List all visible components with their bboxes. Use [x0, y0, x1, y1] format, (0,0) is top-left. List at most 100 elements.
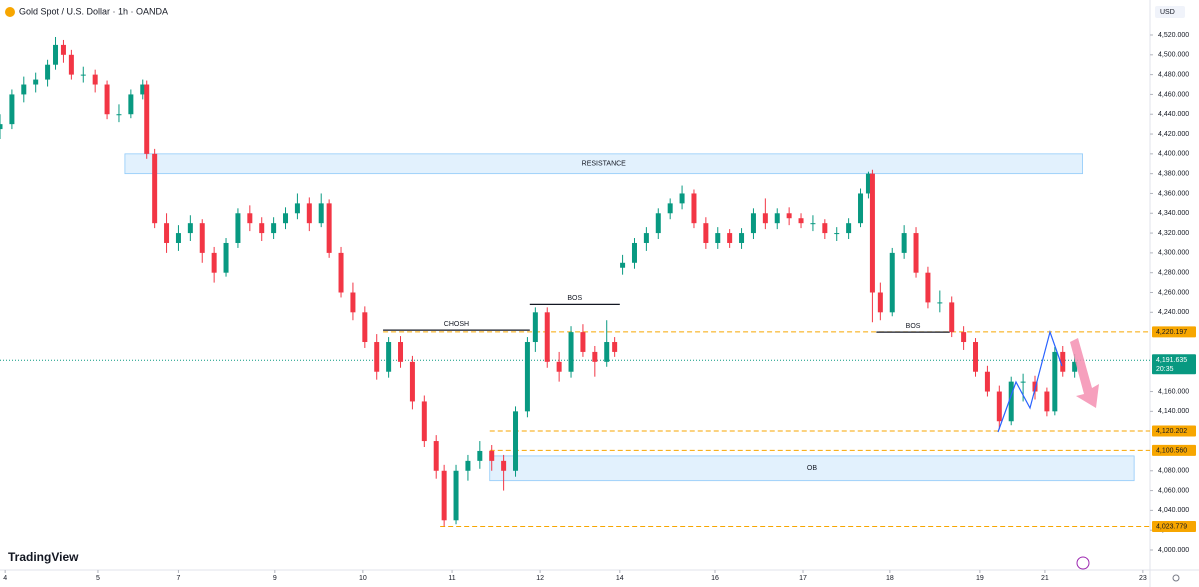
candle-body	[858, 193, 864, 224]
structure-label: BOS	[567, 295, 582, 302]
candle-body	[409, 361, 415, 402]
candle-body	[786, 213, 792, 219]
level-tag	[1152, 326, 1196, 338]
y-tick-label: 4,160.000	[1158, 388, 1189, 395]
candle-body	[620, 262, 626, 268]
x-tick-label: 21	[1041, 575, 1049, 582]
candle-body	[901, 233, 907, 253]
candle-body	[667, 203, 673, 214]
candle-body	[889, 252, 895, 313]
level-tag	[1152, 444, 1196, 456]
y-tick-label: 4,080.000	[1158, 468, 1189, 475]
candle-body	[104, 84, 110, 115]
candle-body	[21, 84, 27, 95]
candle-body	[152, 153, 158, 224]
candle-body	[604, 342, 610, 362]
y-tick-label: 4,480.000	[1158, 71, 1189, 78]
candle-body	[1044, 391, 1050, 412]
zone-label: OB	[807, 465, 817, 472]
candle-body	[0, 124, 3, 130]
candle-body	[465, 460, 471, 471]
candle-body	[612, 342, 618, 352]
candle-body	[235, 213, 241, 243]
projection-path	[997, 329, 1063, 433]
x-tick-label: 12	[536, 575, 544, 582]
settings-icon[interactable]	[1172, 574, 1180, 582]
candle-body	[33, 79, 39, 85]
zone-label: RESISTANCE	[582, 161, 627, 168]
x-tick-label: 9	[273, 575, 277, 582]
currency-box[interactable]	[1155, 6, 1185, 18]
candle-body	[362, 312, 368, 343]
candle-body	[556, 361, 562, 372]
x-tick-label: 16	[711, 575, 719, 582]
candle-body	[973, 342, 979, 372]
x-tick-label: 18	[886, 575, 894, 582]
candle-body	[655, 213, 661, 234]
candle-body	[68, 54, 74, 75]
candle-body	[441, 470, 447, 521]
y-tick-label: 4,400.000	[1158, 151, 1189, 158]
candle-body	[949, 302, 955, 333]
y-tick-label: 4,140.000	[1158, 408, 1189, 415]
candle-body	[306, 203, 312, 224]
candle-body	[524, 342, 530, 412]
down-arrow	[1070, 338, 1099, 408]
symbol-icon	[5, 7, 15, 17]
candle-body	[913, 233, 919, 273]
candle-body	[739, 233, 745, 243]
last-price-tag	[1152, 354, 1196, 375]
candle-body	[489, 450, 495, 461]
x-tick-label: 5	[96, 575, 100, 582]
x-tick-label: 11	[448, 575, 455, 582]
candle-body	[247, 213, 253, 224]
y-tick-label: 4,040.000	[1158, 507, 1189, 514]
candle-body	[92, 74, 98, 85]
candle-body	[984, 371, 990, 392]
candle-body	[53, 44, 59, 65]
candle-body	[211, 252, 217, 273]
y-tick-label: 4,060.000	[1158, 487, 1189, 494]
y-tick-label: 4,280.000	[1158, 270, 1189, 277]
y-tick-label: 4,520.000	[1158, 32, 1189, 39]
candle-body	[80, 74, 86, 76]
level-tag	[1152, 425, 1196, 437]
candle-body	[532, 312, 538, 343]
candle-body	[386, 342, 392, 372]
candle-body	[631, 242, 637, 263]
candle-body	[834, 233, 840, 235]
y-tick-label: 4,440.000	[1158, 111, 1189, 118]
zone	[489, 455, 1135, 482]
candle-body	[338, 252, 344, 293]
candle-body	[175, 233, 181, 243]
candle-body	[398, 342, 404, 362]
candle-body	[774, 213, 780, 224]
candle-body	[294, 203, 300, 214]
chart-title: Gold Spot / U.S. Dollar · 1h · OANDA	[19, 6, 168, 16]
y-tick-label: 4,300.000	[1158, 250, 1189, 257]
candle-body	[477, 450, 483, 461]
candle-body	[727, 233, 733, 243]
y-tick-label: 4,320.000	[1158, 230, 1189, 237]
candle-body	[45, 64, 51, 80]
currency[interactable]: USD	[1160, 9, 1175, 16]
candle-body	[350, 292, 356, 313]
alert-icon[interactable]	[1076, 556, 1090, 570]
candle-body	[421, 401, 427, 442]
candle-body	[453, 470, 459, 521]
candle-body	[374, 342, 380, 372]
candle-body	[259, 223, 265, 234]
candle-body	[187, 223, 193, 234]
candle-body	[1052, 351, 1058, 412]
y-tick-label: 4,340.000	[1158, 210, 1189, 217]
candle-body	[877, 292, 883, 313]
candle-body	[223, 242, 229, 273]
level-label: 4,023.779	[1156, 523, 1187, 530]
x-tick-label: 4	[3, 575, 7, 582]
candle-body	[580, 332, 586, 352]
candle-body	[679, 193, 685, 204]
candle-body	[846, 223, 852, 234]
y-tick-label: 4,260.000	[1158, 289, 1189, 296]
candle-body	[592, 351, 598, 362]
